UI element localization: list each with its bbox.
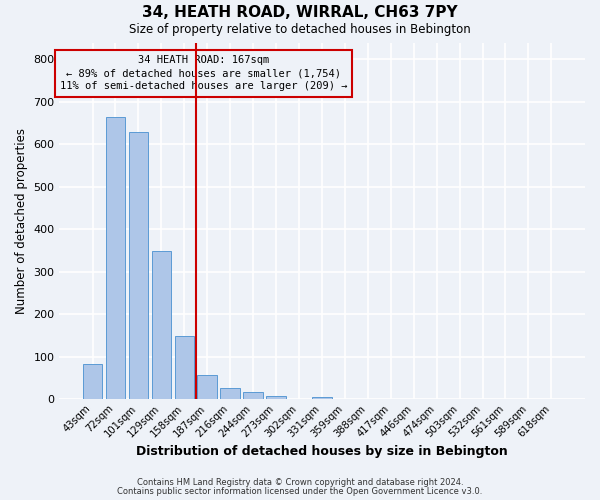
Bar (244, 392, 263, 399)
Bar (106, 117, 125, 399)
Bar (152, 252, 171, 399)
Text: 34, HEATH ROAD, WIRRAL, CH63 7PY: 34, HEATH ROAD, WIRRAL, CH63 7PY (142, 5, 458, 20)
Bar (175, 336, 194, 399)
Y-axis label: Number of detached properties: Number of detached properties (15, 128, 28, 314)
Bar (197, 375, 217, 399)
Bar (266, 396, 286, 399)
Bar (128, 132, 148, 399)
X-axis label: Distribution of detached houses by size in Bebington: Distribution of detached houses by size … (136, 444, 508, 458)
Text: Contains public sector information licensed under the Open Government Licence v3: Contains public sector information licen… (118, 487, 482, 496)
Bar (220, 388, 240, 399)
Text: Size of property relative to detached houses in Bebington: Size of property relative to detached ho… (129, 22, 471, 36)
Bar (83, 364, 102, 399)
Text: 34 HEATH ROAD: 167sqm
← 89% of detached houses are smaller (1,754)
11% of semi-d: 34 HEATH ROAD: 167sqm ← 89% of detached … (60, 55, 347, 92)
Text: Contains HM Land Registry data © Crown copyright and database right 2024.: Contains HM Land Registry data © Crown c… (137, 478, 463, 487)
Bar (312, 397, 332, 399)
